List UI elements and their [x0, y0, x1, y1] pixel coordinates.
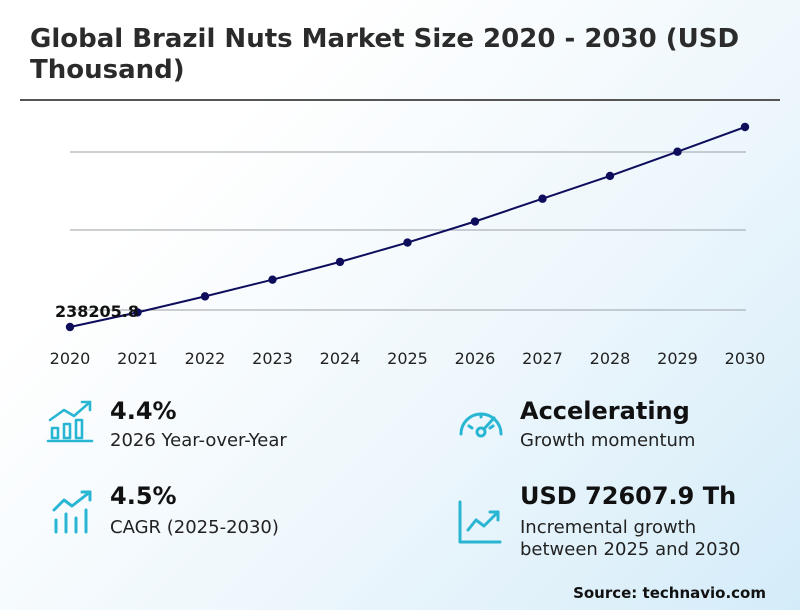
data-point-2027	[538, 194, 547, 203]
cagr-value: 4.5%	[110, 482, 177, 510]
data-point-2029	[673, 147, 682, 156]
x-tick-2024: 2024	[320, 349, 361, 368]
momentum-value: Accelerating	[520, 397, 690, 425]
incremental-label-line1: Incremental growth	[520, 517, 697, 538]
first-value-label: 238205.8	[55, 302, 139, 321]
speedometer-icon	[459, 412, 503, 438]
yoy-label: 2026 Year-over-Year	[110, 430, 287, 451]
x-tick-2022: 2022	[185, 349, 226, 368]
data-point-2028	[605, 171, 615, 181]
line-chart: 2020 2021 2022 2023 2024 2025 2026 2027 2028 2029…	[50, 122, 766, 368]
data-point-2024	[335, 257, 345, 267]
x-tick-2021: 2021	[117, 349, 158, 368]
data-point-2030	[740, 122, 750, 132]
x-tick-2027: 2027	[522, 349, 563, 368]
incremental-label-line2: between 2025 and 2030	[520, 539, 741, 560]
x-tick-2029: 2029	[657, 349, 698, 368]
incremental-value: USD 72607.9 Th	[520, 482, 737, 510]
x-tick-2025: 2025	[387, 349, 428, 368]
series-line	[69, 126, 746, 328]
x-tick-2030: 2030	[725, 349, 766, 368]
chart-title: Global Brazil Nuts Market Size 2020 - 20…	[30, 24, 740, 85]
bar-chart-icon	[46, 400, 94, 443]
cagr-label: CAGR (2025-2030)	[110, 517, 279, 538]
yoy-value: 4.4%	[110, 397, 177, 425]
line-chart-icon	[458, 500, 502, 544]
data-point-2021	[133, 308, 142, 317]
x-tick-2020: 2020	[50, 349, 91, 368]
momentum-label: Growth momentum	[520, 430, 696, 451]
data-point-2020	[65, 322, 75, 332]
x-tick-2026: 2026	[455, 349, 496, 368]
source-credit: Source: technavio.com	[573, 584, 766, 602]
trend-bars-icon	[52, 490, 92, 534]
data-point-2025	[403, 238, 412, 247]
x-tick-2023: 2023	[252, 349, 293, 368]
data-point-2023	[268, 275, 277, 284]
data-point-2026	[470, 217, 480, 226]
x-tick-2028: 2028	[590, 349, 631, 368]
data-point-2022	[200, 292, 210, 301]
title-divider	[20, 99, 780, 101]
